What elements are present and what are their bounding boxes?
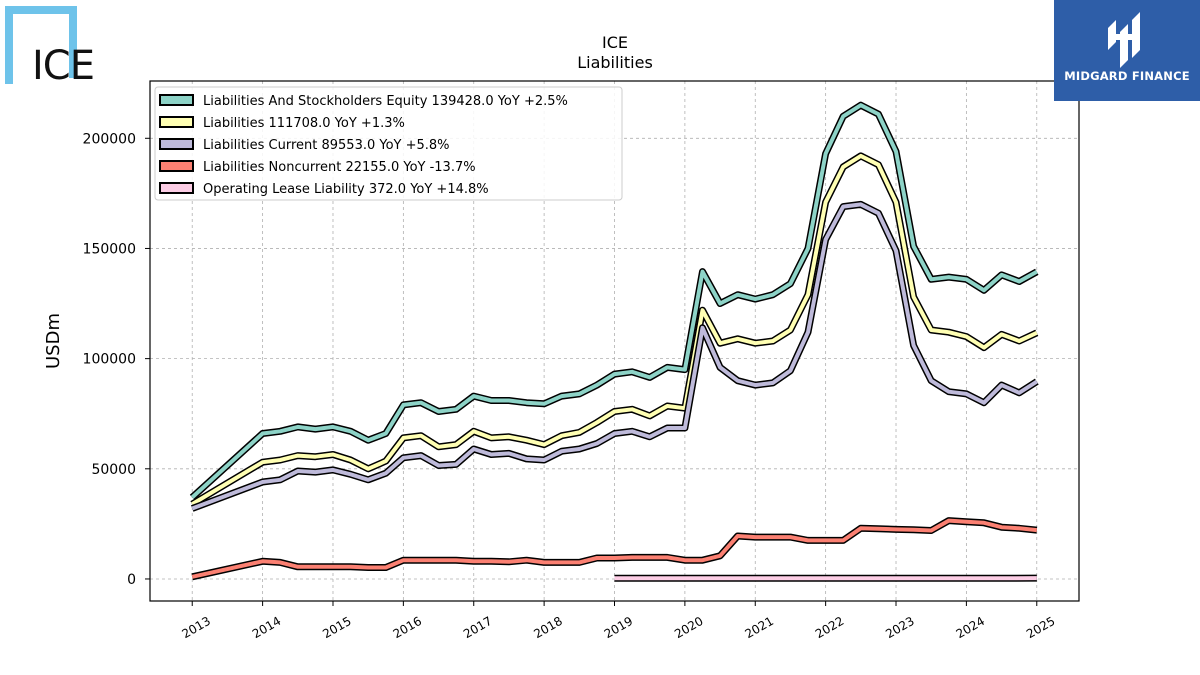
legend-entry: Liabilities Current 89553.0 YoY +5.8% (203, 138, 450, 153)
x-tick-label: 2016 (391, 614, 424, 641)
legend-entry: Liabilities Noncurrent 22155.0 YoY -13.7… (203, 160, 476, 175)
y-tick-label: 50000 (91, 462, 136, 478)
x-tick-label: 2024 (954, 614, 987, 641)
y-tick-label: 0 (127, 572, 136, 588)
y-tick-label: 100000 (83, 352, 136, 368)
x-tick-label: 2013 (180, 614, 213, 641)
legend-swatch (159, 116, 194, 128)
y-tick-label: 200000 (83, 131, 136, 147)
legend-entry: Liabilities And Stockholders Equity 1394… (203, 94, 568, 109)
chart-subtitle: Liabilities (577, 53, 653, 72)
x-tick-label: 2025 (1024, 614, 1057, 641)
legend-swatch (159, 138, 194, 150)
midgard-logo-icon (1108, 12, 1140, 68)
ice-bracket-shape (5, 6, 77, 78)
series-line-0 (190, 103, 1038, 499)
series-line-2 (191, 202, 1038, 511)
series-line-1 (191, 153, 1038, 506)
x-tick-label: 2015 (320, 614, 353, 641)
ice-logo-text: ICE (32, 43, 95, 89)
series-line-3 (191, 518, 1038, 579)
x-tick-label: 2017 (461, 614, 494, 641)
x-tick-label: 2022 (813, 614, 846, 641)
x-tick-label: 2018 (531, 614, 564, 641)
legend-swatch (159, 160, 194, 172)
series-lines (189, 101, 1039, 582)
x-tick-label: 2019 (602, 614, 635, 641)
y-axis-label: USDm (43, 313, 64, 369)
x-tick-label: 2021 (743, 614, 776, 641)
legend-entry: Liabilities 111708.0 YoY +1.3% (203, 116, 405, 131)
y-tick-label: 150000 (83, 241, 136, 257)
legend-swatch (159, 94, 194, 106)
midgard-finance-watermark: MIDGARD FINANCE (1054, 0, 1200, 101)
chart-title: ICE (602, 33, 628, 52)
brand-name: MIDGARD FINANCE (1064, 69, 1190, 83)
legend-entry: Operating Lease Liability 372.0 YoY +14.… (203, 182, 489, 197)
x-tick-label: 2014 (250, 614, 283, 641)
ice-bracket-stem (5, 62, 13, 84)
ice-logo: ICE (5, 6, 95, 86)
legend-swatch (159, 182, 194, 194)
x-tick-label: 2023 (883, 614, 916, 641)
legend: Liabilities And Stockholders Equity 1394… (154, 86, 623, 201)
legend-box (154, 86, 623, 201)
x-tick-label: 2020 (672, 614, 705, 641)
